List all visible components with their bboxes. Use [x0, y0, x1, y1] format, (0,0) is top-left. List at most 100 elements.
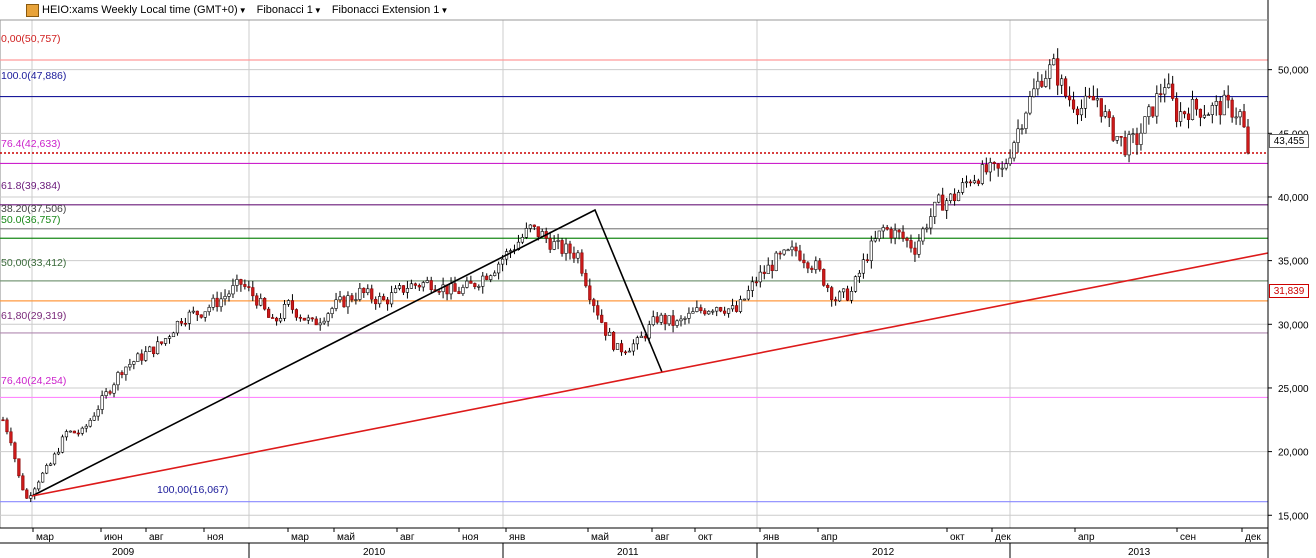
- candle-body: [949, 193, 953, 201]
- x-tick-label: окт: [698, 532, 713, 543]
- candle-body: [1012, 142, 1016, 159]
- candle-body: [556, 240, 560, 242]
- candle-body: [92, 415, 96, 421]
- x-tick-label: янв: [509, 532, 525, 543]
- candle-body: [310, 317, 314, 320]
- candle-body: [826, 285, 830, 288]
- x-tick-label: дек: [995, 532, 1011, 543]
- candle-body: [318, 322, 322, 326]
- symbol-selector[interactable]: HEIO:xams Weekly Local time (GMT+0) ▼: [42, 4, 247, 16]
- candle-body: [917, 240, 921, 255]
- candle-body: [802, 259, 806, 264]
- candle-body: [223, 296, 227, 300]
- candle-body: [933, 201, 937, 217]
- candle-body: [671, 315, 675, 326]
- candle-body: [964, 181, 969, 184]
- candle-body: [1079, 108, 1084, 116]
- candle-body: [572, 252, 576, 259]
- candle-body: [239, 279, 243, 285]
- candle-body: [1, 419, 5, 422]
- candle-body: [885, 227, 889, 230]
- fibonacci-extension-line: [31, 208, 663, 497]
- candle-body: [461, 287, 465, 294]
- candle-body: [1016, 128, 1020, 143]
- candle-body: [762, 271, 766, 274]
- chevron-down-icon: ▼: [440, 5, 449, 15]
- candle-body: [128, 363, 132, 368]
- candle-body: [152, 346, 156, 355]
- candle-body: [841, 288, 846, 293]
- fibonacci-extension-selector[interactable]: Fibonacci Extension 1 ▼: [332, 4, 449, 16]
- candle-body: [631, 343, 636, 352]
- candle-body: [1048, 64, 1052, 79]
- x-tick-label: авг: [655, 532, 670, 543]
- candle-body: [703, 310, 707, 315]
- candle-body: [1115, 135, 1119, 141]
- candle-body: [881, 227, 885, 232]
- candle-body: [913, 247, 917, 255]
- candle-body: [520, 237, 525, 243]
- candle-body: [925, 227, 929, 230]
- candle-body: [1091, 95, 1095, 101]
- chevron-down-icon: ▼: [238, 5, 247, 15]
- candle-body: [386, 299, 390, 305]
- candle-body: [770, 264, 774, 272]
- fib-level-label: 100.0(47,886): [1, 70, 67, 82]
- candle-body: [405, 288, 410, 293]
- candle-body: [1210, 105, 1214, 115]
- y-tick-label: 40,000: [1278, 193, 1309, 204]
- candle-body: [778, 252, 782, 255]
- candle-body: [929, 216, 933, 229]
- candle-body: [877, 230, 881, 239]
- candle-body: [1060, 78, 1064, 86]
- candle-body: [263, 298, 267, 310]
- fibonacci-selector[interactable]: Fibonacci 1 ▼: [257, 4, 322, 16]
- x-tick-label: авг: [400, 532, 415, 543]
- candle-body: [968, 181, 973, 184]
- candle-body: [960, 182, 965, 193]
- fib-level-label: 0,00(50,757): [1, 33, 61, 45]
- candle-body: [104, 391, 108, 396]
- candle-body: [655, 316, 659, 323]
- candle-body: [1186, 113, 1191, 120]
- candle-body: [1067, 95, 1072, 101]
- candle-body: [532, 224, 536, 227]
- candle-body: [1143, 116, 1147, 134]
- candle-body: [37, 481, 41, 490]
- x-tick-label: мар: [36, 532, 54, 543]
- candle-body: [21, 475, 25, 491]
- candle-body: [88, 419, 92, 427]
- candle-body: [937, 194, 941, 203]
- candle-body: [231, 285, 235, 295]
- candle-body: [13, 442, 17, 460]
- candle-body: [750, 281, 754, 291]
- candle-body: [1222, 94, 1226, 116]
- candle-body: [366, 288, 370, 294]
- candle-body: [806, 262, 810, 269]
- candle-body: [893, 229, 897, 239]
- candle-body: [354, 299, 358, 301]
- candle-body: [465, 280, 469, 288]
- y-tick-label: 35,000: [1278, 257, 1309, 268]
- candle-body: [437, 291, 441, 293]
- candle-body: [350, 295, 354, 301]
- candle-body: [524, 228, 528, 238]
- candle-body: [1163, 87, 1167, 95]
- candle-body: [909, 240, 913, 249]
- candle-body: [758, 271, 762, 283]
- candle-body: [219, 298, 223, 308]
- candle-body: [1155, 93, 1159, 117]
- candle-body: [191, 310, 195, 313]
- candle-body: [1020, 128, 1024, 130]
- candle-body: [108, 391, 112, 394]
- candle-body: [183, 322, 187, 325]
- candle-body: [814, 260, 818, 270]
- candle-body: [25, 489, 29, 499]
- candle-body: [1178, 111, 1183, 122]
- candle-body: [1083, 95, 1088, 109]
- candle-body: [171, 332, 176, 338]
- candle-body: [374, 298, 378, 305]
- candle-body: [627, 350, 632, 353]
- candle-body: [100, 395, 104, 410]
